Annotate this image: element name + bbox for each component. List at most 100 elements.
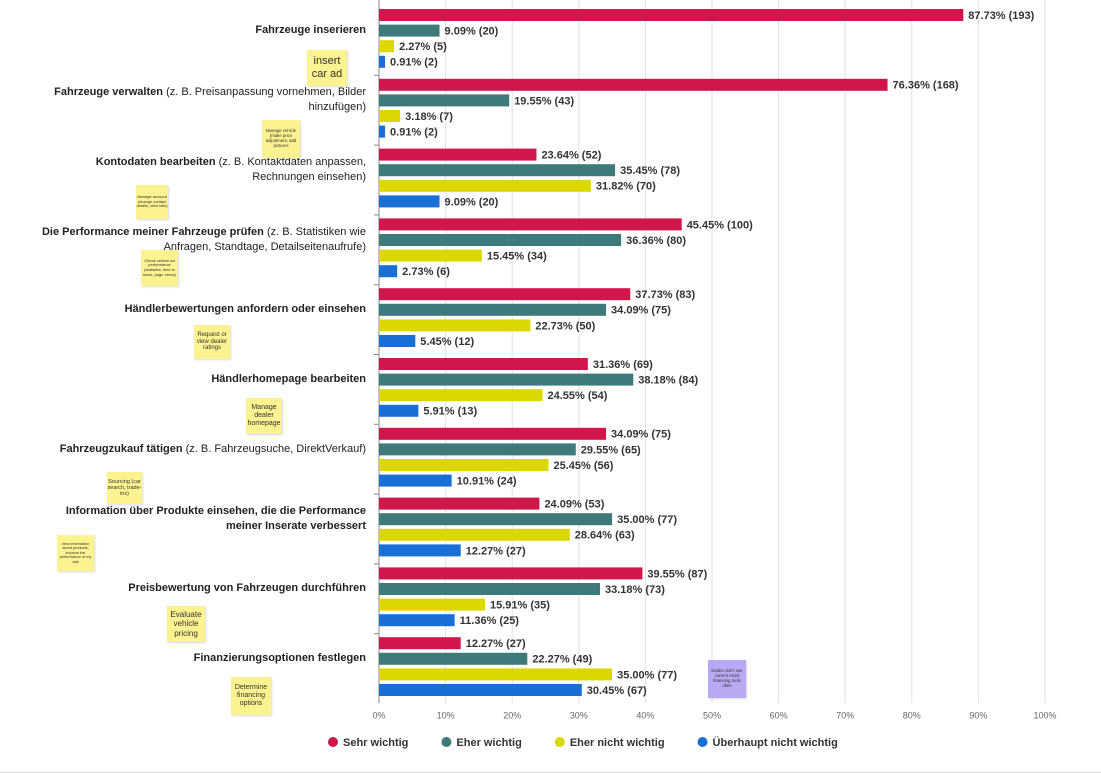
value-label: 9.09% (20): [445, 26, 499, 38]
legend-label: Überhaupt nicht wichtig: [713, 736, 838, 749]
bar: [379, 427, 607, 440]
bar: [379, 497, 540, 510]
bar: [379, 218, 682, 231]
sticky-note: Manage dealer homepage: [246, 398, 282, 434]
value-label: 24.09% (53): [544, 499, 604, 511]
bar: [379, 528, 570, 541]
value-label: 3.18% (7): [405, 111, 453, 123]
bar: [379, 459, 549, 471]
sticky-note: Determine financing options: [231, 677, 271, 715]
value-label: 37.73% (83): [635, 289, 695, 301]
value-label: 28.64% (63): [575, 530, 635, 542]
x-tick-label: 20%: [503, 710, 521, 720]
legend-label: Eher wichtig: [456, 737, 521, 749]
value-label: 34.09% (75): [611, 429, 671, 441]
bar: [379, 637, 461, 650]
value-label: 31.82% (70): [596, 181, 656, 193]
bar: [379, 179, 591, 192]
sticky-note: Dealer don't use current AS24 financing …: [708, 660, 746, 698]
sticky-note: view information about products, improve…: [57, 535, 94, 571]
value-label: 35.00% (77): [617, 669, 677, 681]
bar: [379, 358, 588, 370]
category-label: Fahrzeuge inserieren: [36, 23, 366, 38]
x-tick-label: 50%: [703, 710, 721, 720]
bar: [379, 195, 440, 208]
value-label: 15.45% (34): [487, 251, 547, 263]
value-label: 35.00% (77): [617, 514, 677, 526]
legend-marker: [554, 737, 565, 747]
bar: [379, 164, 616, 177]
category-detail: (z. B. Fahrzeugsuche, DirektVerkauf): [185, 442, 366, 455]
x-tick-label: 80%: [903, 710, 921, 720]
category-label: Händlerhomepage bearbeiten: [36, 372, 366, 387]
value-label: 24.55% (54): [548, 390, 608, 402]
x-tick-label: 40%: [636, 710, 654, 720]
sticky-note: Manage vehicle (make price adjustment, a…: [262, 120, 300, 158]
bar: [379, 583, 600, 595]
category-title: Fahrzeuge inserieren: [255, 23, 366, 36]
value-label: 30.45% (67): [587, 685, 647, 697]
bar: [379, 319, 531, 332]
value-label: 31.36% (69): [593, 359, 653, 371]
bar: [379, 55, 386, 68]
bar: [379, 110, 401, 122]
legend-label: Sehr wichtig: [343, 737, 408, 749]
bar: [379, 234, 622, 246]
category-title: Händlerbewertungen anfordern oder einseh…: [124, 303, 366, 316]
bar: [379, 474, 452, 487]
category-detail: (z. B. Kontaktdaten anpassen, Rechnungen…: [218, 156, 366, 183]
bar: [379, 614, 455, 627]
value-label: 76.36% (168): [893, 80, 959, 92]
legend-marker: [441, 737, 452, 747]
x-tick-label: 0%: [372, 710, 385, 720]
sticky-note: Request or view dealer ratings: [194, 325, 230, 359]
value-label: 35.45% (78): [620, 165, 680, 177]
category-label: Kontodaten bearbeiten (z. B. Kontaktdate…: [36, 155, 366, 185]
sticky-note: Sourcing (car search, trade-ins): [107, 472, 142, 504]
value-label: 11.36% (25): [460, 615, 520, 627]
category-label: Händlerbewertungen anfordern oder einseh…: [36, 302, 366, 317]
sticky-note: Check vehicle ad performance (statistics…: [141, 250, 178, 286]
x-tick-label: 10%: [437, 710, 455, 720]
bar: [379, 567, 643, 580]
category-detail: (z. B. Statistiken wie Anfragen, Standta…: [163, 225, 366, 253]
value-label: 10.91% (24): [457, 476, 517, 488]
value-label: 19.55% (43): [514, 95, 574, 107]
category-title: Fahrzeuge verwalten: [54, 86, 163, 99]
value-label: 39.55% (87): [647, 568, 707, 580]
value-label: 22.27% (49): [532, 654, 592, 666]
value-label: 2.27% (5): [399, 41, 447, 53]
bar: [379, 288, 631, 301]
bar: [379, 249, 482, 262]
value-label: 25.45% (56): [553, 460, 613, 472]
category-detail: (z. B. Preisanpassung vornehmen, Bilder …: [166, 86, 366, 114]
value-label: 5.91% (13): [423, 406, 477, 418]
bar: [379, 544, 461, 557]
bar: [379, 94, 510, 107]
category-label: Fahrzeuge verwalten (z. B. Preisanpassun…: [36, 85, 366, 115]
value-label: 23.64% (52): [541, 150, 601, 162]
legend-marker: [697, 737, 708, 747]
value-label: 22.73% (50): [535, 320, 595, 332]
category-title: Finanzierungsoptionen festlegen: [193, 652, 366, 665]
value-label: 38.18% (84): [638, 375, 698, 387]
category-label: Finanzierungsoptionen festlegen: [36, 651, 366, 666]
value-label: 9.09% (20): [445, 196, 499, 208]
value-label: 33.18% (73): [605, 584, 665, 596]
sticky-note: Manage account (change contact details, …: [136, 185, 168, 219]
bar: [379, 404, 419, 417]
x-tick-label: 60%: [770, 710, 788, 720]
x-tick-label: 70%: [836, 710, 854, 720]
bar: [379, 78, 888, 91]
value-label: 0.91% (2): [390, 127, 438, 139]
bar: [379, 598, 485, 611]
bar: [379, 335, 416, 347]
value-label: 36.36% (80): [626, 235, 686, 247]
category-title: Fahrzeugzukauf tätigen: [59, 442, 183, 455]
category-title: Information über Produkte einsehen, die …: [65, 505, 366, 532]
sticky-note: insert car ad: [307, 50, 347, 86]
value-label: 87.73% (193): [968, 10, 1034, 22]
category-label: Preisbewertung von Fahrzeugen durchführe…: [36, 581, 366, 596]
bar: [379, 24, 440, 37]
